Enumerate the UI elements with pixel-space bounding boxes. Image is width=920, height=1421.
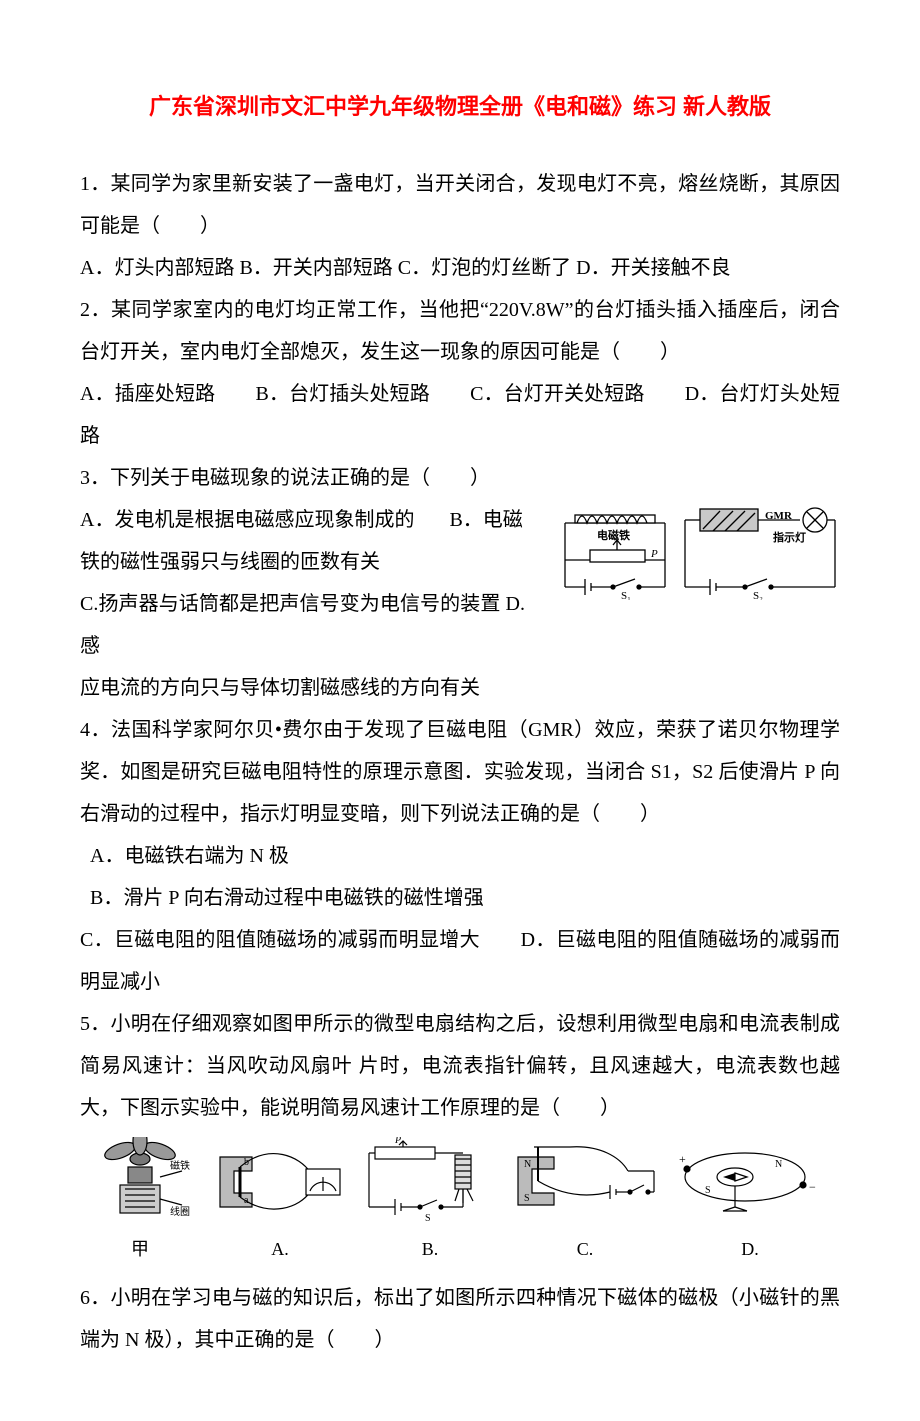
p-text: P bbox=[650, 548, 658, 560]
figure-D: + − N S D. bbox=[670, 1137, 830, 1269]
q4-optA: A．电磁铁右端为 N 极 bbox=[80, 835, 840, 877]
label-jia: 甲 bbox=[131, 1231, 149, 1269]
q3-optC-tail: 应电流的方向只与导体切割磁感线的方向有关 bbox=[80, 667, 840, 709]
svg-text:b: b bbox=[244, 1157, 249, 1168]
svg-text:N: N bbox=[775, 1159, 782, 1170]
svg-text:+: + bbox=[679, 1152, 686, 1166]
svg-text:−: − bbox=[809, 1180, 816, 1194]
q2-options: A．插座处短路 B．台灯插头处短路 C．台灯开关处短路 D．台灯灯头处短路 bbox=[80, 373, 840, 457]
figure-C: N S C. bbox=[500, 1137, 670, 1269]
svg-text:线圈: 线圈 bbox=[170, 1205, 190, 1218]
coil-text: 电磁铁 bbox=[597, 528, 630, 542]
page-title: 广东省深圳市文汇中学九年级物理全册《电和磁》练习 新人教版 bbox=[80, 90, 840, 123]
svg-text:S: S bbox=[524, 1193, 530, 1204]
svg-text:N: N bbox=[524, 1159, 531, 1170]
svg-text:a: a bbox=[244, 1195, 249, 1206]
label-A: A. bbox=[271, 1231, 289, 1269]
q4-optCD: C．巨磁电阻的阻值随磁场的减弱而明显增大 D．巨磁电阻的阻值随磁场的减弱而明显减… bbox=[80, 919, 840, 1003]
gmr-circuit-diagram: GMR 电磁铁 指示灯 P S₁ S₂ bbox=[535, 505, 840, 600]
q5-stem: 5．小明在仔细观察如图甲所示的微型电扇结构之后，设想利用微型电扇和电流表制成简易… bbox=[80, 1003, 840, 1129]
q1-stem: 1．某同学为家里新安装了一盏电灯，当开关闭合，发现电灯不亮，熔丝烧断，其原因可能… bbox=[80, 163, 840, 247]
label-B: B. bbox=[422, 1231, 439, 1269]
svg-text:磁铁: 磁铁 bbox=[170, 1159, 190, 1172]
label-C: C. bbox=[577, 1231, 594, 1269]
q2-stem: 2．某同学家室内的电灯均正常工作，当他把“220V.8W”的台灯插头插入插座后，… bbox=[80, 289, 840, 373]
figure-B: P S B. bbox=[360, 1137, 500, 1269]
q4-stem: 4．法国科学家阿尔贝•费尔由于发现了巨磁电阻（GMR）效应，荣获了诺贝尔物理学奖… bbox=[80, 709, 840, 835]
q3-optA-l: A．发电机是根据电磁感应现象制成的 bbox=[80, 509, 414, 531]
s1-text: S₁ bbox=[621, 590, 631, 600]
s2-text: S₂ bbox=[753, 590, 763, 600]
q4-optB: B．滑片 P 向右滑动过程中电磁铁的磁性增强 bbox=[80, 877, 840, 919]
figure-jia: 磁铁 线圈 甲 bbox=[80, 1137, 200, 1269]
figure-A: b a A. bbox=[200, 1137, 360, 1269]
gmr-text: GMR bbox=[765, 510, 793, 522]
svg-text:S: S bbox=[705, 1185, 711, 1196]
label-D: D. bbox=[741, 1231, 759, 1269]
lamp-text: 指示灯 bbox=[773, 530, 806, 544]
q3-stem: 3．下列关于电磁现象的说法正确的是（ ） bbox=[80, 457, 840, 499]
q3-optB-l: B．电磁 bbox=[449, 509, 522, 531]
q6-stem: 6．小明在学习电与磁的知识后，标出了如图所示四种情况下磁体的磁极（小磁针的黑端为… bbox=[80, 1277, 840, 1361]
svg-text:P: P bbox=[394, 1137, 401, 1146]
q5-figure-row: 磁铁 线圈 甲 b a A. bbox=[80, 1149, 840, 1269]
q1-options: A．灯头内部短路 B．开关内部短路 C．灯泡的灯丝断了 D．开关接触不良 bbox=[80, 247, 840, 289]
svg-text:S: S bbox=[425, 1213, 431, 1224]
